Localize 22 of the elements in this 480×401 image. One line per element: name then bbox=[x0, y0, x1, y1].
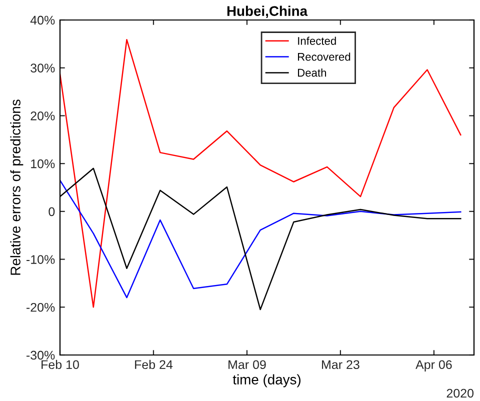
x-tick-label: Mar 09 bbox=[228, 360, 266, 370]
line-series bbox=[60, 38, 462, 308]
chart-title: Hubei,China bbox=[227, 6, 308, 18]
y-axis-title: Relative errors of predictions bbox=[10, 100, 24, 275]
x-tick-label: Apr 06 bbox=[416, 360, 452, 372]
y-tick-label: 20% bbox=[30, 112, 55, 120]
line-series bbox=[60, 180, 462, 298]
x-tick-label: Feb 10 bbox=[42, 360, 79, 370]
y-tick-label: 40% bbox=[30, 16, 55, 25]
y-tick-label: 30% bbox=[30, 64, 55, 73]
legend-label: Death bbox=[298, 68, 326, 77]
x-axis-title: time (days) bbox=[232, 374, 300, 388]
y-tick-label: -20% bbox=[26, 302, 55, 312]
y-tick-label: -10% bbox=[26, 255, 55, 264]
x-tick-label: Mar 23 bbox=[322, 360, 360, 370]
text: 2020 bbox=[446, 388, 474, 398]
y-tick-label: 0 bbox=[48, 207, 55, 216]
legend-label: Infected bbox=[298, 36, 336, 45]
legend-label: Recovered bbox=[298, 52, 350, 61]
y-tick-label: -30% bbox=[26, 350, 55, 360]
y-tick-label: 10% bbox=[31, 159, 55, 168]
x-tick-label: Feb 24 bbox=[135, 360, 173, 370]
